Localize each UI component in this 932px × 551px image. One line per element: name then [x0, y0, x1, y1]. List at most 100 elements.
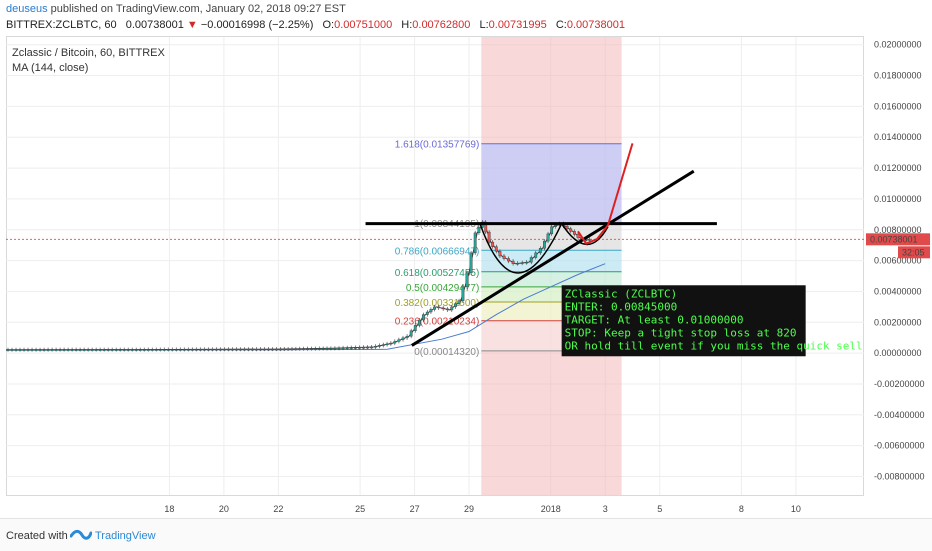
candle-body — [94, 349, 98, 351]
candle-body — [437, 306, 441, 309]
candle-body — [507, 258, 510, 262]
candle-body — [278, 348, 282, 351]
candle-body — [182, 349, 186, 351]
candle-body — [446, 308, 450, 311]
candle-body — [494, 246, 498, 252]
candle-body — [162, 349, 166, 351]
candle-body — [516, 262, 520, 265]
candle-body — [525, 261, 529, 264]
candle-body — [50, 349, 54, 351]
chart-legend: Zclassic / Bitcoin, 60, BITTREX MA (144,… — [12, 46, 165, 76]
fib-level-label: 0.786(0.00666947) — [395, 246, 480, 257]
candle-body — [588, 239, 591, 241]
candle-body — [46, 349, 50, 351]
cup-arc — [479, 223, 563, 274]
candle-body — [62, 349, 66, 351]
last-price: 0.00738001 — [125, 19, 184, 31]
fib-zone — [481, 250, 622, 272]
candle-body — [484, 221, 488, 233]
candle-body — [274, 348, 278, 351]
low-label: L: — [479, 19, 489, 31]
candle-body — [546, 233, 550, 242]
candle-body — [106, 349, 110, 351]
fib-level-label: 0(0.00014320) — [414, 347, 479, 358]
candle-body — [82, 349, 86, 351]
candle-body — [78, 349, 82, 351]
candle-body — [134, 349, 138, 351]
candle-body — [498, 251, 502, 257]
candle-body — [401, 337, 405, 340]
high-label: H: — [401, 19, 413, 31]
candle-body — [422, 314, 425, 321]
candle-body — [262, 348, 266, 351]
x-tick-label: 27 — [410, 504, 420, 514]
candle-body — [170, 349, 174, 351]
y-tick-label: 0.01800000 — [874, 71, 922, 81]
x-tick-label: 29 — [464, 504, 474, 514]
candle-body — [246, 349, 250, 351]
x-tick-label: 25 — [355, 504, 365, 514]
candle-body — [461, 286, 465, 301]
candle-body — [441, 307, 445, 310]
candle-body — [86, 349, 90, 351]
candle-body — [385, 343, 389, 346]
candle-body — [321, 348, 325, 350]
candle-body — [374, 345, 378, 348]
candle-body — [174, 349, 178, 351]
candle-body — [433, 306, 436, 310]
tradingview-brand[interactable]: TradingView — [95, 530, 156, 542]
chart-frame[interactable] — [6, 36, 864, 496]
legend-indicator[interactable]: MA (144, close) — [12, 62, 89, 74]
candle-body — [477, 227, 481, 234]
candle-body — [397, 339, 401, 342]
candle-body — [569, 228, 573, 232]
x-tick-label: 3 — [603, 504, 608, 514]
high-value: 0.00762800 — [412, 19, 471, 31]
candle-body — [473, 232, 477, 254]
close-value: 0.00738001 — [566, 19, 625, 31]
candle-body — [66, 349, 70, 351]
candle-body — [378, 345, 381, 347]
candle-body — [226, 349, 230, 351]
candle-body — [242, 349, 246, 351]
candle-body — [58, 349, 62, 351]
author-link[interactable]: deuseus — [6, 3, 48, 15]
fib-level-label: 0.5(0.00429477) — [406, 283, 479, 294]
price-change: −0.00016998 (−2.25%) — [200, 19, 314, 31]
candle-body — [186, 349, 190, 351]
fib-level-label: 0.382(0.00331500) — [395, 298, 480, 309]
candle-body — [362, 347, 365, 349]
candle-body — [491, 241, 495, 247]
y-tick-label: 0.01000000 — [874, 194, 922, 204]
candle-body — [405, 335, 409, 339]
candle-body — [114, 349, 118, 351]
candle-body — [98, 349, 102, 351]
candle-body — [302, 348, 306, 350]
price-chart[interactable]: 1.618(0.01357769)1(0.00844195)0.786(0.00… — [0, 0, 932, 518]
candle-body — [487, 231, 491, 243]
legend-title: Zclassic / Bitcoin, 60, BITTREX — [12, 47, 165, 59]
candle-body — [202, 349, 206, 351]
annotation-line: OR hold till event if you miss the quick… — [565, 339, 863, 352]
y-tick-label: 0.01600000 — [874, 101, 922, 111]
candle-body — [534, 252, 538, 258]
candle-body — [14, 349, 18, 351]
candle-body — [317, 348, 321, 350]
x-tick-label: 5 — [657, 504, 662, 514]
candle-body — [34, 349, 38, 351]
candle-body — [26, 349, 30, 351]
candle-body — [349, 347, 353, 349]
candle-body — [310, 348, 313, 350]
candle-body — [74, 349, 78, 351]
y-tick-label: 0.00600000 — [874, 256, 922, 266]
candle-body — [341, 347, 345, 350]
created-with-label: Created with — [6, 530, 68, 542]
candle-body — [282, 348, 286, 351]
candle-body — [450, 306, 454, 311]
fib-zone — [481, 271, 622, 287]
candle-body — [190, 349, 194, 351]
tradingview-logo-icon — [70, 529, 92, 540]
fib-zone-lower — [481, 350, 622, 495]
candle-body — [393, 341, 397, 344]
candle-body — [254, 348, 258, 351]
